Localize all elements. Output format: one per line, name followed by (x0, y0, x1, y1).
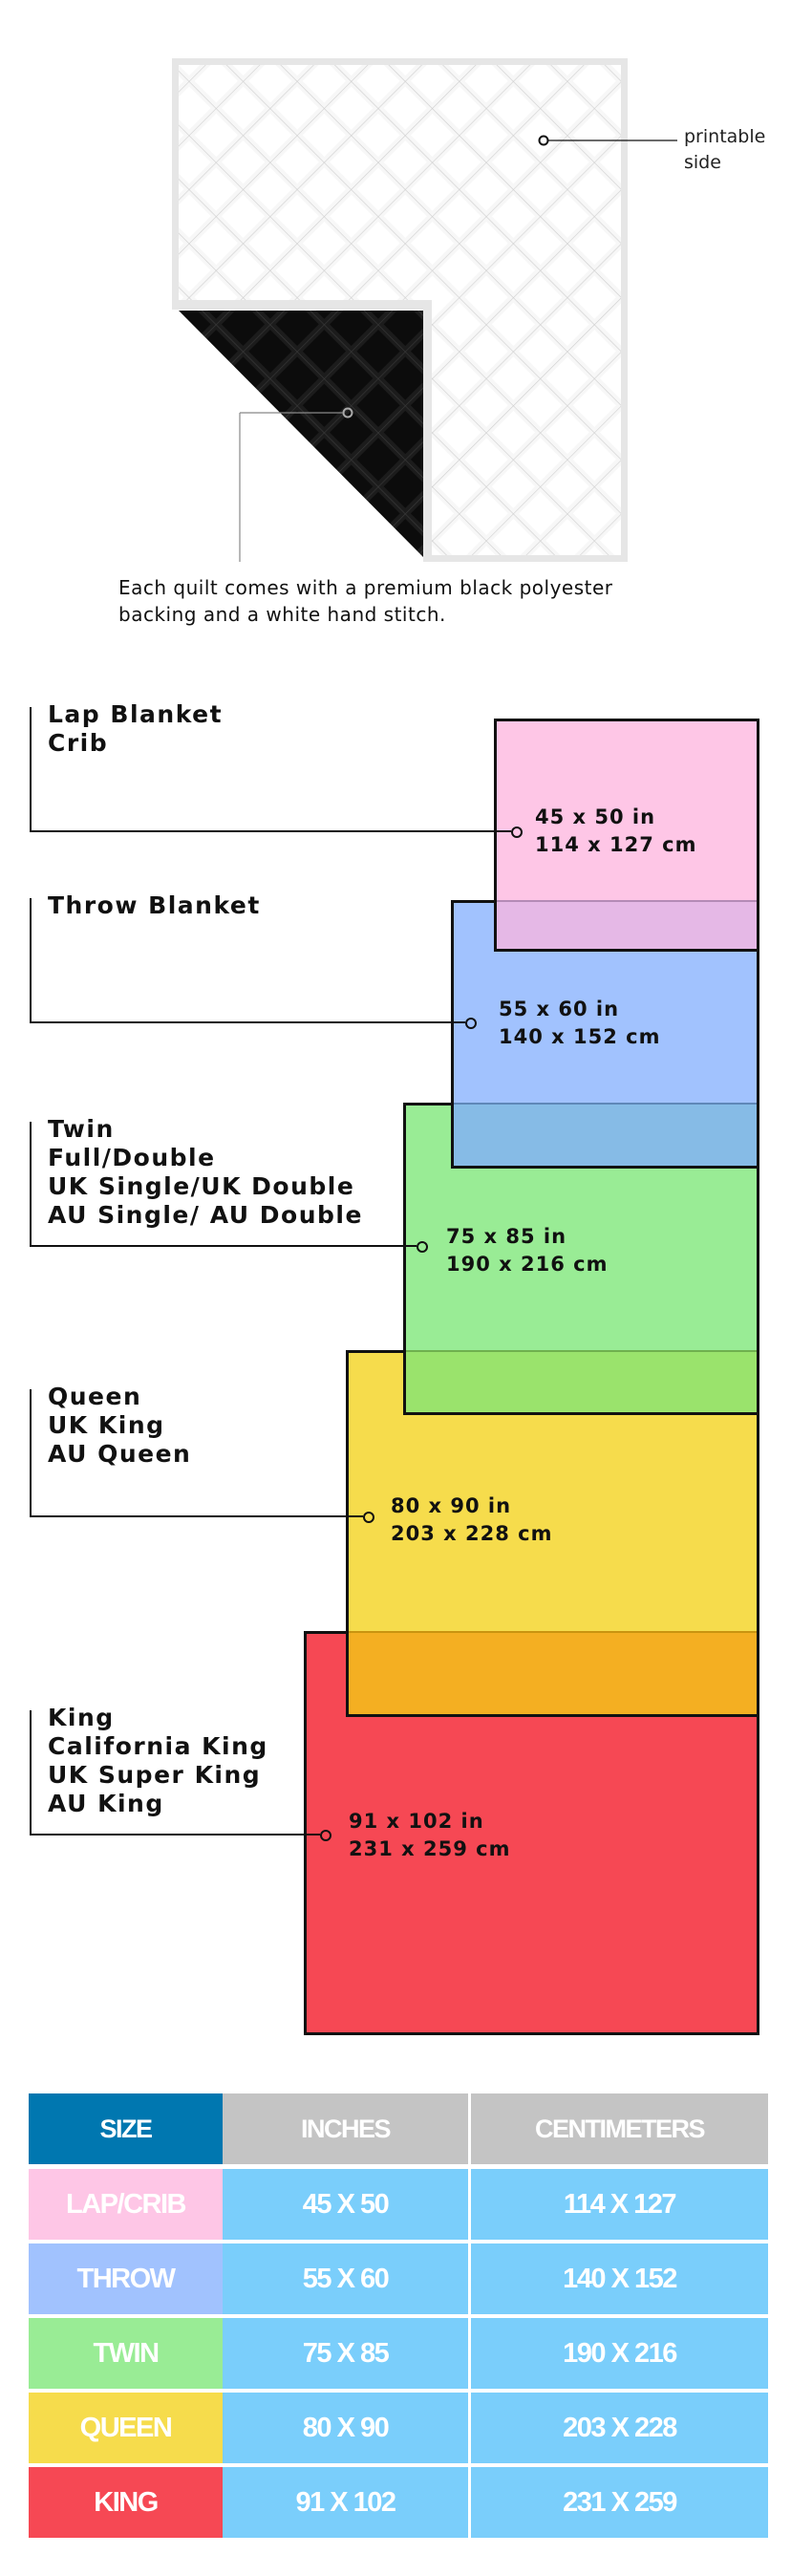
row-size: TWIN (29, 2318, 223, 2389)
dims-inches: 55 x 60 in (499, 998, 620, 1020)
row-size: QUEEN (29, 2393, 223, 2463)
dims-cm: 203 x 228 cm (391, 1522, 553, 1545)
row-cm: 190 X 216 (471, 2318, 768, 2389)
twin-connector (30, 1245, 417, 1247)
throw-twin-overlap (454, 1103, 757, 1166)
queen-connector (30, 1515, 363, 1517)
row-inches: 91 X 102 (223, 2467, 468, 2538)
quilt-fold (172, 300, 432, 562)
queen-marker-dot (363, 1512, 374, 1523)
row-inches: 55 X 60 (223, 2243, 468, 2314)
king-dimensions: 91 x 102 in 231 x 259 cm (349, 1808, 510, 1863)
king-marker-dot (320, 1830, 331, 1841)
dims-inches: 45 x 50 in (535, 805, 656, 828)
dims-cm: 140 x 152 cm (499, 1025, 661, 1048)
queen-label: Queen UK King AU Queen (48, 1383, 191, 1469)
queen-connector (30, 1389, 32, 1517)
label-line: Twin (48, 1115, 115, 1143)
quilt-caption: Each quilt comes with a premium black po… (118, 574, 613, 628)
label-line: Full/Double (48, 1144, 216, 1171)
label-line: Throw Blanket (48, 891, 261, 919)
table-row: KING 91 X 102 231 X 259 (29, 2467, 768, 2538)
dims-inches: 91 x 102 in (349, 1810, 484, 1833)
header-inches: INCHES (223, 2093, 468, 2164)
twin-label: Twin Full/Double UK Single/UK Double AU … (48, 1115, 363, 1230)
lap-dimensions: 45 x 50 in 114 x 127 cm (535, 804, 696, 859)
row-cm: 231 X 259 (471, 2467, 768, 2538)
row-inches: 75 X 85 (223, 2318, 468, 2389)
king-connector (30, 1834, 320, 1835)
table-header-row: SIZE INCHES CENTIMETERS (29, 2093, 768, 2164)
lap-marker-dot (511, 826, 523, 838)
lap-connector (30, 707, 32, 832)
dims-inches: 80 x 90 in (391, 1494, 512, 1517)
label-line: UK Single/UK Double (48, 1172, 355, 1200)
row-cm: 140 X 152 (471, 2243, 768, 2314)
header-centimeters: CENTIMETERS (471, 2093, 768, 2164)
dims-cm: 231 x 259 cm (349, 1837, 511, 1860)
table-row: THROW 55 X 60 140 X 152 (29, 2243, 768, 2314)
header-size: SIZE (29, 2093, 223, 2164)
printable-side-callout (538, 135, 677, 146)
throw-marker-dot (465, 1018, 477, 1029)
caption-line: backing and a white hand stitch. (118, 603, 446, 626)
label-line: AU Single/ AU Double (48, 1201, 363, 1229)
queen-king-overlap (349, 1631, 757, 1714)
row-size: KING (29, 2467, 223, 2538)
label-line: UK King (48, 1411, 165, 1439)
label-line: California King (48, 1732, 268, 1760)
label-line: AU Queen (48, 1440, 192, 1468)
throw-connector (30, 1021, 465, 1023)
row-inches: 45 X 50 (223, 2169, 468, 2240)
throw-connector (30, 898, 32, 1023)
label-line: King (48, 1704, 115, 1731)
label-line: Lap Blanket (48, 700, 224, 728)
row-size: LAP/CRIB (29, 2169, 223, 2240)
king-label: King California King UK Super King AU Ki… (48, 1704, 268, 1818)
row-inches: 80 X 90 (223, 2393, 468, 2463)
row-cm: 114 X 127 (471, 2169, 768, 2240)
label-line: Queen (48, 1383, 142, 1410)
row-cm: 203 X 228 (471, 2393, 768, 2463)
quilt-backing (179, 311, 423, 557)
backing-callout (239, 407, 353, 562)
twin-queen-overlap (406, 1350, 757, 1412)
dims-inches: 75 x 85 in (446, 1225, 567, 1248)
row-size: THROW (29, 2243, 223, 2314)
label-line: Crib (48, 729, 109, 757)
dims-cm: 114 x 127 cm (535, 833, 697, 856)
quilt-illustration (170, 58, 677, 573)
twin-dimensions: 75 x 85 in 190 x 216 cm (446, 1223, 608, 1278)
lap-label: Lap Blanket Crib (48, 700, 223, 758)
twin-marker-dot (417, 1241, 428, 1253)
throw-dimensions: 55 x 60 in 140 x 152 cm (499, 996, 660, 1051)
label-line: UK Super King (48, 1761, 262, 1789)
throw-label: Throw Blanket (48, 891, 261, 920)
queen-dimensions: 80 x 90 in 203 x 228 cm (391, 1492, 552, 1548)
caption-line: Each quilt comes with a premium black po… (118, 576, 613, 599)
table-row: LAP/CRIB 45 X 50 114 X 127 (29, 2169, 768, 2240)
twin-connector (30, 1122, 32, 1247)
lap-connector (30, 830, 511, 832)
callout-line: printable (684, 126, 766, 147)
king-connector (30, 1710, 32, 1835)
callout-line: side (684, 152, 721, 173)
table-row: TWIN 75 X 85 190 X 216 (29, 2318, 768, 2389)
table-row: QUEEN 80 X 90 203 X 228 (29, 2393, 768, 2463)
printable-side-label: printable side (684, 124, 765, 176)
lap-throw-overlap (497, 900, 757, 949)
dims-cm: 190 x 216 cm (446, 1253, 609, 1276)
label-line: AU King (48, 1790, 164, 1817)
